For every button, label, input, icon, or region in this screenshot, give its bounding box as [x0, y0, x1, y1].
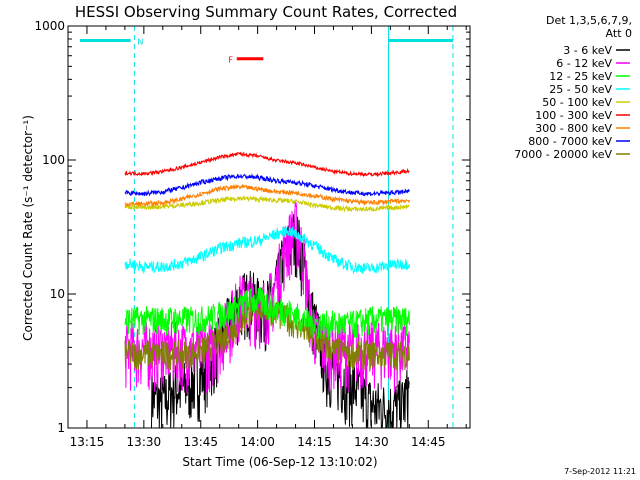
flare-indicator: F	[228, 56, 264, 65]
x-tick-label: 14:45	[411, 435, 446, 449]
y-tick-label: 10	[50, 287, 65, 301]
y-axis-label: Corrected Count Rate (s⁻¹ detector⁻¹)	[21, 115, 35, 341]
legend-entry-label: 50 - 100 keV	[542, 96, 612, 109]
y-tick-label: 1	[57, 421, 65, 435]
legend-header-detectors: Det 1,3,5,6,7,9,	[546, 14, 632, 27]
series-line-50-100-keV	[124, 195, 410, 213]
series-lines	[124, 151, 410, 429]
x-axis-label: Start Time (06-Sep-12 13:10:02)	[182, 455, 377, 469]
x-tick-label: 14:00	[240, 435, 275, 449]
axes: 1 10 100 1000 13:15 13:30 13:45 14:00 14:15 14:30…	[34, 19, 471, 449]
legend-entry-label: 800 - 7000 keV	[528, 135, 612, 148]
timestamp-label: 7-Sep-2012 11:21	[564, 467, 636, 476]
legend-header-attenuator: Att 0	[606, 27, 632, 40]
x-tick-label: 14:15	[297, 435, 332, 449]
legend-entry-label: 25 - 50 keV	[549, 83, 612, 96]
y-tick-label: 1000	[34, 19, 65, 33]
x-tick-label: 13:45	[183, 435, 218, 449]
chart-title: HESSI Observing Summary Count Rates, Cor…	[75, 3, 457, 21]
plot-frame	[67, 25, 471, 429]
y-tick-label: 100	[42, 153, 65, 167]
legend-entry-label: 3 - 6 keV	[563, 44, 612, 57]
series-line-100-300-keV	[124, 151, 410, 178]
legend-entry-label: 12 - 25 keV	[549, 70, 612, 83]
legend-entry-label: 7000 - 20000 keV	[514, 148, 612, 161]
legend-entry-label: 100 - 300 keV	[535, 109, 612, 122]
x-tick-label: 14:30	[354, 435, 389, 449]
series-line-25-50-keV	[124, 225, 410, 275]
flare-label: F	[228, 56, 233, 65]
legend-entry-label: 6 - 12 keV	[556, 57, 612, 70]
x-tick-label: 13:15	[70, 435, 105, 449]
series-line-12-25-keV	[124, 287, 410, 341]
series-line-800-7000-keV	[124, 173, 410, 197]
legend-entry-label: 300 - 800 keV	[535, 122, 612, 135]
night-label: N	[137, 37, 143, 46]
x-tick-label: 13:30	[127, 435, 162, 449]
series-line-300-800-keV	[124, 183, 410, 208]
series-line-3-6-keV	[151, 209, 410, 429]
